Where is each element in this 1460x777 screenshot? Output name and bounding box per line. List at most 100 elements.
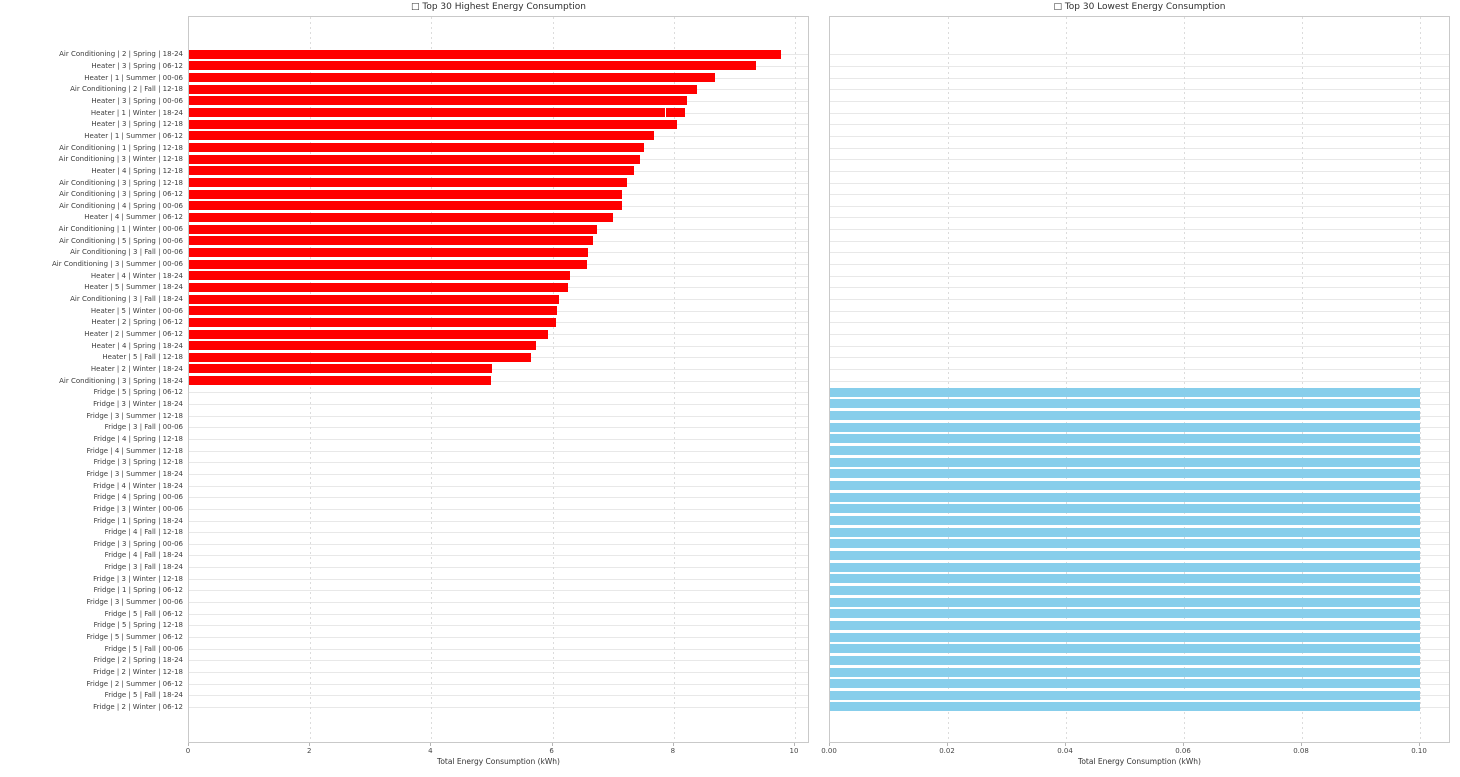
y-tick-label: Fridge | 3 | Fall | 00-06 <box>104 423 183 432</box>
gridline-horizontal <box>189 672 808 673</box>
bar <box>189 376 492 386</box>
x-tick-mark <box>829 743 830 746</box>
y-tick-label: Fridge | 1 | Spring | 06-12 <box>93 586 183 595</box>
y-tick-label: Fridge | 4 | Spring | 00-06 <box>93 493 183 502</box>
x-tick-mark <box>1065 743 1066 746</box>
x-tick-mark <box>309 743 311 746</box>
y-tick-label: Air Conditioning | 3 | Fall | 00-06 <box>70 248 183 257</box>
bar <box>189 259 588 269</box>
chart-highest-title: □ Top 30 Highest Energy Consumption <box>410 2 586 12</box>
gridline-horizontal <box>189 415 808 417</box>
bar <box>830 597 1420 607</box>
y-tick-label: Heater | 3 | Spring | 00-06 <box>91 96 183 105</box>
gridline-horizontal <box>830 112 1449 114</box>
x-tick-label: 0 <box>185 747 191 755</box>
bar <box>830 702 1420 712</box>
gridline-horizontal <box>830 287 1449 289</box>
gridline-horizontal <box>189 450 808 452</box>
gridline-horizontal <box>189 427 808 429</box>
y-tick-label: Heater | 2 | Spring | 06-12 <box>91 318 183 327</box>
y-tick-label: Fridge | 3 | Fall | 18-24 <box>104 563 183 572</box>
bar <box>189 329 548 339</box>
gridline-horizontal <box>830 229 1449 231</box>
gridline-horizontal <box>830 345 1449 347</box>
x-tick-label: 0.04 <box>1057 747 1073 755</box>
gridline-horizontal <box>189 567 808 569</box>
gridline-horizontal <box>830 368 1449 370</box>
gridline-horizontal <box>830 217 1449 219</box>
bar <box>830 434 1420 444</box>
gridline-vertical <box>1066 17 1067 742</box>
gridline-horizontal <box>830 299 1449 301</box>
y-tick-label: Heater | 4 | Spring | 12-18 <box>91 166 183 175</box>
gridline-horizontal <box>189 637 808 639</box>
y-tick-label: Fridge | 3 | Winter | 18-24 <box>93 399 183 408</box>
gridline-horizontal <box>189 648 808 650</box>
gridline-horizontal <box>830 264 1449 266</box>
x-tick-label: 0.08 <box>1293 747 1309 755</box>
bar <box>830 399 1420 409</box>
gridline-horizontal <box>189 543 808 545</box>
y-tick-label: Fridge | 3 | Winter | 12-18 <box>93 574 183 583</box>
x-tick-label: 2 <box>306 747 312 755</box>
bar <box>830 481 1420 491</box>
gridline-horizontal <box>189 497 808 499</box>
x-tick-label: 10 <box>789 747 799 755</box>
gridline-horizontal <box>189 590 808 592</box>
bar <box>830 679 1420 689</box>
y-tick-label: Air Conditioning | 2 | Fall | 12-18 <box>70 85 183 94</box>
bar <box>830 585 1420 595</box>
x-tick-label: 4 <box>428 747 433 755</box>
y-tick-label: Fridge | 5 | Spring | 12-18 <box>93 621 183 630</box>
gridline-vertical <box>1302 17 1303 742</box>
gridline-vertical <box>1184 17 1185 742</box>
y-tick-label: Air Conditioning | 3 | Spring | 18-24 <box>59 376 183 385</box>
bar <box>830 422 1420 432</box>
bar <box>830 655 1420 665</box>
x-tick-label: 0.02 <box>939 747 955 755</box>
bar <box>189 247 589 257</box>
gridline-horizontal <box>830 357 1449 359</box>
gridline-vertical <box>948 17 949 742</box>
gridline-horizontal <box>830 182 1449 184</box>
y-tick-label: Heater | 5 | Fall | 12-18 <box>102 353 183 362</box>
bar <box>189 352 532 362</box>
bar <box>189 108 686 118</box>
bar <box>830 574 1420 584</box>
bar <box>830 527 1420 537</box>
x-tick-mark <box>1301 743 1302 746</box>
bar <box>830 504 1420 514</box>
gridline-horizontal <box>189 683 808 685</box>
y-tick-label: Fridge | 4 | Winter | 18-24 <box>93 481 183 490</box>
gridline-horizontal <box>830 159 1449 161</box>
bar <box>830 516 1420 525</box>
y-tick-label: Air Conditioning | 5 | Spring | 00-06 <box>59 236 183 245</box>
bar <box>830 469 1420 479</box>
bar <box>189 143 644 153</box>
bar <box>830 446 1420 456</box>
gridline-horizontal <box>189 660 808 662</box>
y-tick-label: Fridge | 5 | Spring | 06-12 <box>93 388 183 397</box>
bar <box>189 131 654 141</box>
bar <box>189 189 623 199</box>
bar <box>830 492 1420 502</box>
y-tick-label: Fridge | 2 | Summer | 06-12 <box>86 679 183 688</box>
gridline-horizontal <box>830 135 1449 137</box>
gridline-horizontal <box>189 613 808 615</box>
bar <box>189 271 570 281</box>
gridline-horizontal <box>830 147 1449 149</box>
y-tick-label: Heater | 5 | Winter | 00-06 <box>90 306 183 315</box>
y-tick-label: Fridge | 5 | Fall | 06-12 <box>104 609 183 618</box>
y-tick-label: Fridge | 2 | Winter | 12-18 <box>93 668 183 676</box>
x-tick-label: 0.10 <box>1411 747 1427 755</box>
bar <box>830 550 1420 560</box>
gridline-vertical <box>795 17 796 742</box>
gridline-horizontal <box>189 473 808 475</box>
gridline-horizontal <box>189 532 808 534</box>
gridline-horizontal <box>830 275 1449 277</box>
bar <box>830 644 1420 654</box>
gridline-horizontal <box>830 240 1449 242</box>
bar <box>189 84 698 94</box>
y-tick-label: Air Conditioning | 1 | Winter | 00-06 <box>58 225 183 234</box>
